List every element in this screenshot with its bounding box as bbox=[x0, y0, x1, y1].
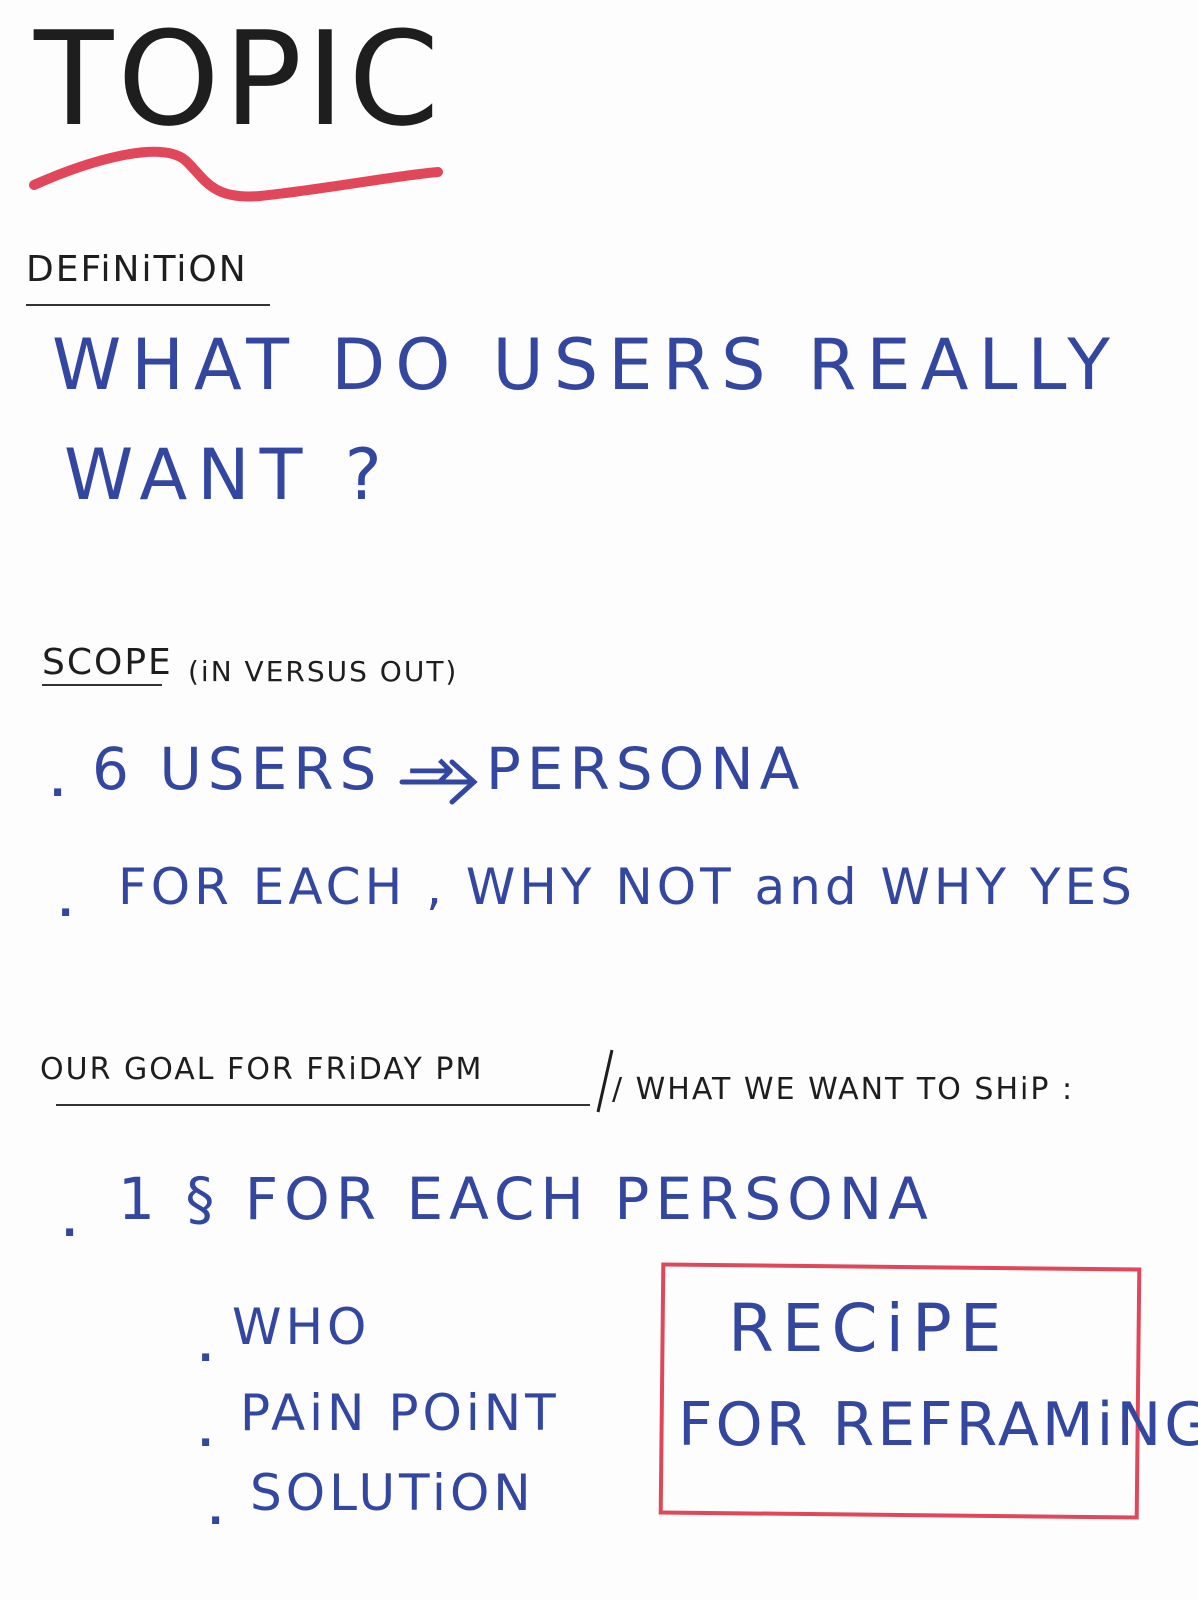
scope-heading: SCOPE bbox=[42, 642, 173, 683]
definition-line-1: WHAT DO USERS REALLY bbox=[52, 324, 1120, 406]
goal-underline bbox=[56, 1104, 590, 1106]
scope-bullet-2: FOR EACH , WHY NOT and WHY YES bbox=[118, 858, 1136, 916]
bullet-dot: . bbox=[62, 1200, 78, 1246]
recipe-box-line-2: FOR REFRAMiNG bbox=[678, 1390, 1198, 1460]
bullet-dot: . bbox=[208, 1488, 224, 1534]
scope-bullet-1: 6 USERS → PERSONA bbox=[92, 735, 806, 803]
scope-note: (iN VERSUS OUT) bbox=[188, 655, 459, 688]
goal-main-bullet: 1 § FOR EACH PERSONA bbox=[118, 1165, 934, 1233]
goal-sub-bullet-who: WHO bbox=[232, 1298, 371, 1356]
goal-heading: OUR GOAL FOR FRiDAY PM bbox=[40, 1052, 484, 1087]
scope-underline bbox=[42, 684, 162, 686]
slash-divider bbox=[596, 1049, 614, 1113]
bullet-dot: . bbox=[198, 1325, 214, 1371]
bullet-dot: . bbox=[198, 1410, 214, 1456]
arrow-icon bbox=[399, 759, 478, 805]
topic-red-underline bbox=[29, 146, 443, 202]
definition-underline bbox=[26, 304, 270, 306]
goal-sub-bullet-solution: SOLUTiON bbox=[250, 1464, 535, 1522]
page-title: TOPIC bbox=[34, 3, 444, 155]
goal-heading-alt: / WHAT WE WANT TO SHiP : bbox=[612, 1072, 1075, 1107]
bullet-dot: . bbox=[50, 760, 66, 806]
goal-sub-bullet-pain-point: PAiN POiNT bbox=[240, 1384, 560, 1442]
definition-line-2: WANT ? bbox=[64, 434, 392, 516]
bullet-dot: . bbox=[58, 880, 74, 926]
definition-heading: DEFiNiTiON bbox=[26, 249, 248, 290]
recipe-box-line-1: RECiPE bbox=[728, 1290, 1010, 1367]
